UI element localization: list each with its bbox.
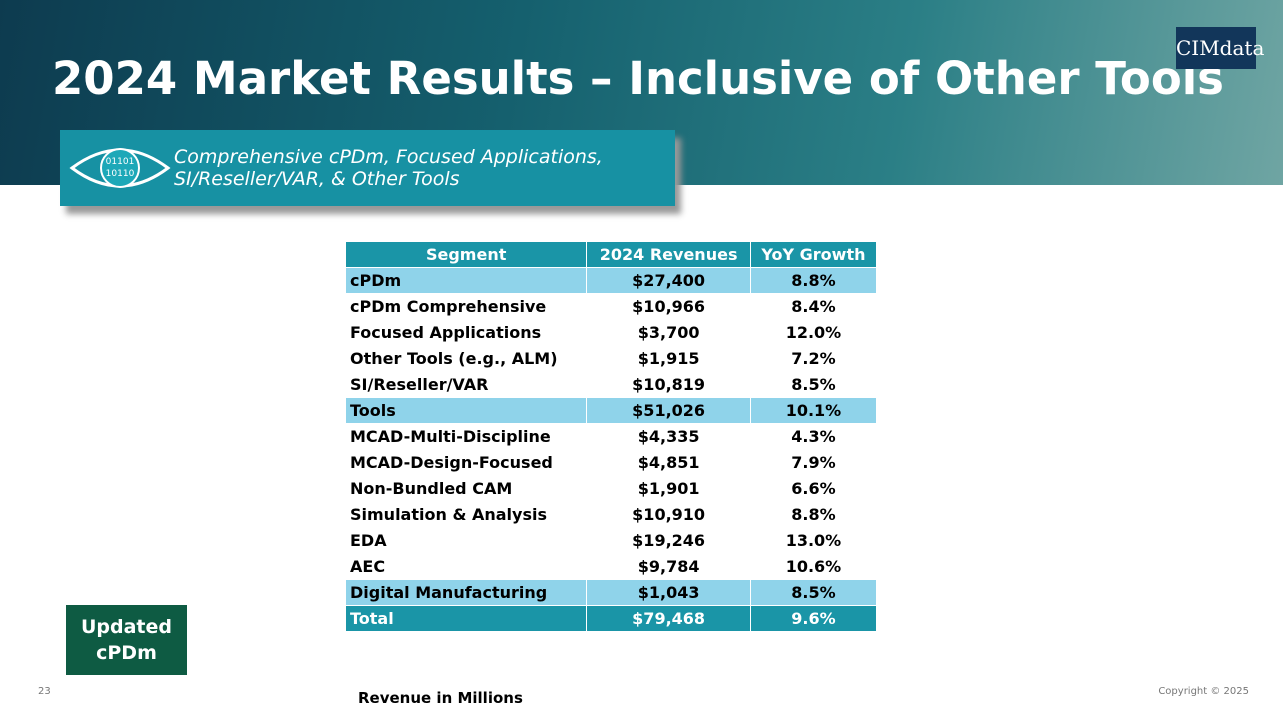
table-cell: Tools [346,397,588,424]
table-cell: SI/Reseller/VAR [346,371,588,398]
badge-line: cPDm [96,642,157,664]
table-cell: $4,335 [586,423,751,450]
table-cell: 8.4% [750,293,878,320]
table-cell: $27,400 [586,267,751,294]
table-cell: $1,043 [586,579,751,606]
table-row: cPDm Comprehensive $10,966 8.4% [346,293,878,320]
table-cell: YoY Growth [750,242,878,268]
icon-text: 10110 [106,169,135,179]
table-row: Tools $51,026 10.1% [346,397,878,424]
table-row: MCAD-Multi-Discipline $4,335 4.3% [346,423,878,450]
table-cell: 4.3% [750,423,878,450]
logo: CIMdata [1176,27,1264,69]
table-cell: $10,966 [586,293,751,320]
table-cell: 2024 Revenues [586,242,751,268]
table-cell: 8.5% [750,371,878,398]
table-row: Other Tools (e.g., ALM) $1,915 7.2% [346,345,878,372]
table-row: Focused Applications $3,700 12.0% [346,319,878,346]
icon-text: 01101 [106,157,135,167]
table-cell: $51,026 [586,397,751,424]
badge: Updated cPDm [66,605,187,675]
subtitle-line: SI/Reseller/VAR, & Other Tools [174,168,460,190]
table-cell: 8.8% [750,501,878,528]
table-cell: $1,901 [586,475,751,502]
table-cell: $19,246 [586,527,751,554]
table-cell: 6.6% [750,475,878,502]
table-cell: 7.2% [750,345,878,372]
table-cell: Digital Manufacturing [346,579,588,606]
table-row: AEC $9,784 10.6% [346,553,878,580]
table-cell: Focused Applications [346,319,588,346]
subtitle-box [60,130,675,206]
table-cell: 10.1% [750,397,878,424]
table-row: Total $79,468 9.6% [346,605,878,632]
table-cell: Other Tools (e.g., ALM) [346,345,588,372]
table-cell: cPDm [346,267,588,294]
table-row: SI/Reseller/VAR $10,819 8.5% [346,371,878,398]
table-cell: $4,851 [586,449,751,476]
table-cell: 9.6% [750,605,878,632]
table-cell: 7.9% [750,449,878,476]
table-cell: Non-Bundled CAM [346,475,588,502]
table-cell: $10,910 [586,501,751,528]
subtitle-line: Comprehensive cPDm, Focused Applications… [174,146,603,168]
slide-title: 2024 Market Results – Inclusive of Other… [52,52,1224,105]
table-row: EDA $19,246 13.0% [346,527,878,554]
table-cell: $79,468 [586,605,751,632]
table-row: MCAD-Design-Focused $4,851 7.9% [346,449,878,476]
table-row: Segment 2024 Revenues YoY Growth [346,242,878,268]
table-cell: Segment [346,242,588,268]
table-cell: AEC [346,553,588,580]
table-cell: $1,915 [586,345,751,372]
table-cell: 10.6% [750,553,878,580]
table-row: Digital Manufacturing $1,043 8.5% [346,579,878,606]
subtitle: Comprehensive cPDm, Focused Applications… [174,146,603,190]
page-number: 23 [38,686,51,697]
table-cell: Simulation & Analysis [346,501,588,528]
table-cell: EDA [346,527,588,554]
table-cell: 12.0% [750,319,878,346]
table-cell: 8.8% [750,267,878,294]
table-cell: $9,784 [586,553,751,580]
table-note: Revenue in Millions [358,689,523,707]
table-cell: $3,700 [586,319,751,346]
table-cell: cPDm Comprehensive [346,293,588,320]
table-cell: MCAD-Multi-Discipline [346,423,588,450]
table-row: cPDm $27,400 8.8% [346,267,878,294]
copyright: Copyright © 2025 [1158,686,1249,697]
table-cell: 8.5% [750,579,878,606]
table-cell: MCAD-Design-Focused [346,449,588,476]
revenue-table: Segment 2024 Revenues YoY Growth cPDm $27,40… [346,242,878,632]
table-row: Simulation & Analysis $10,910 8.8% [346,501,878,528]
table-cell: $10,819 [586,371,751,398]
table-cell: 13.0% [750,527,878,554]
badge-line: Updated [80,616,173,638]
table-row: Non-Bundled CAM $1,901 6.6% [346,475,878,502]
table-cell: Total [346,605,588,632]
eye-icon: 01101 10110 [69,148,171,188]
